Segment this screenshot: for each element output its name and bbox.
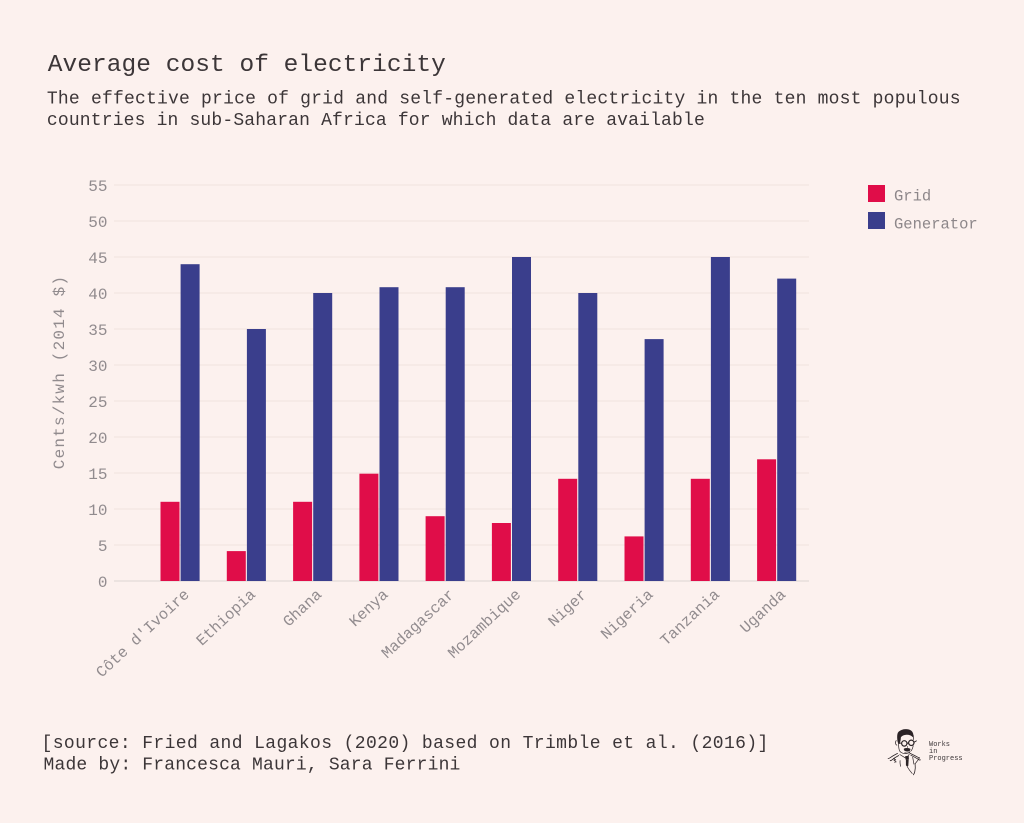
svg-text:Progress: Progress	[929, 755, 963, 763]
svg-text:50: 50	[88, 214, 107, 232]
svg-text:45: 45	[88, 250, 107, 268]
svg-text:Works: Works	[929, 741, 950, 749]
svg-text:10: 10	[88, 502, 107, 520]
svg-text:Generator: Generator	[894, 216, 978, 234]
svg-text:Cents/kwh (2014 $): Cents/kwh (2014 $)	[51, 275, 69, 469]
svg-text:Average cost of electricity: Average cost of electricity	[48, 52, 446, 79]
svg-text:The effective price of grid an: The effective price of grid and self-gen…	[47, 90, 961, 110]
svg-text:30: 30	[88, 358, 107, 376]
svg-text:40: 40	[88, 286, 107, 304]
svg-text:Grid: Grid	[894, 188, 931, 206]
svg-text:20: 20	[88, 430, 107, 448]
svg-text:35: 35	[88, 322, 107, 340]
svg-text:5: 5	[98, 538, 108, 556]
svg-text:25: 25	[88, 394, 107, 412]
svg-text:0: 0	[98, 574, 108, 592]
svg-text:[source: Fried and Lagakos (20: [source: Fried and Lagakos (2020) based …	[42, 734, 769, 754]
svg-text:55: 55	[88, 178, 107, 196]
svg-text:in: in	[929, 748, 937, 756]
svg-text:15: 15	[88, 466, 107, 484]
svg-text:countries in sub-Saharan Afric: countries in sub-Saharan Africa for whic…	[47, 111, 705, 131]
svg-text:Made by: Francesca Mauri, Sara: Made by: Francesca Mauri, Sara Ferrini	[44, 756, 461, 776]
